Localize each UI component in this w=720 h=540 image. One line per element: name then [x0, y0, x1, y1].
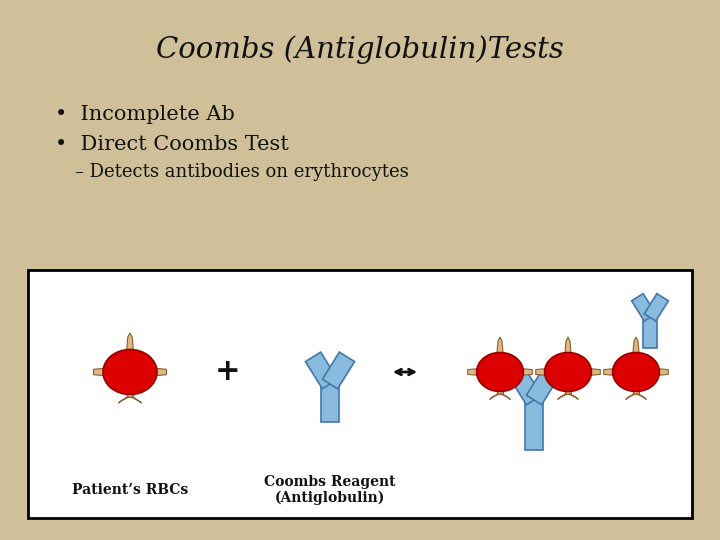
Polygon shape — [498, 385, 503, 394]
Polygon shape — [564, 337, 572, 359]
Polygon shape — [501, 394, 510, 400]
Polygon shape — [514, 368, 532, 376]
Polygon shape — [644, 294, 668, 321]
Polygon shape — [569, 394, 578, 400]
Polygon shape — [643, 318, 657, 348]
Polygon shape — [558, 394, 567, 400]
Polygon shape — [603, 368, 621, 376]
Polygon shape — [305, 352, 338, 389]
Polygon shape — [496, 337, 503, 359]
Text: •  Direct Coombs Test: • Direct Coombs Test — [55, 135, 289, 154]
Text: •  Incomplete Ab: • Incomplete Ab — [55, 105, 235, 124]
Polygon shape — [510, 370, 541, 405]
Polygon shape — [94, 368, 114, 376]
Text: Coombs Reagent
(Antiglobulin): Coombs Reagent (Antiglobulin) — [264, 475, 396, 505]
Polygon shape — [650, 368, 668, 376]
Polygon shape — [127, 387, 133, 397]
Polygon shape — [490, 394, 499, 400]
FancyBboxPatch shape — [28, 270, 692, 518]
Polygon shape — [631, 294, 656, 321]
Polygon shape — [633, 385, 639, 394]
Polygon shape — [146, 368, 166, 376]
Ellipse shape — [103, 349, 157, 395]
Polygon shape — [321, 384, 339, 422]
Polygon shape — [536, 368, 554, 376]
Polygon shape — [526, 370, 557, 405]
Text: – Detects antibodies on erythrocytes: – Detects antibodies on erythrocytes — [75, 163, 409, 181]
Ellipse shape — [613, 353, 660, 392]
Text: Patient’s RBCs: Patient’s RBCs — [72, 483, 188, 497]
Polygon shape — [119, 397, 129, 403]
Ellipse shape — [544, 353, 591, 392]
Polygon shape — [323, 352, 354, 389]
Polygon shape — [636, 394, 647, 400]
Polygon shape — [565, 385, 571, 394]
Ellipse shape — [477, 353, 523, 392]
Polygon shape — [626, 394, 635, 400]
Text: Coombs (Antiglobulin)Tests: Coombs (Antiglobulin)Tests — [156, 35, 564, 64]
Polygon shape — [131, 397, 142, 403]
Polygon shape — [126, 333, 134, 357]
Polygon shape — [632, 337, 639, 359]
Polygon shape — [468, 368, 486, 376]
Text: +: + — [215, 357, 240, 387]
Polygon shape — [525, 400, 543, 450]
Polygon shape — [582, 368, 600, 376]
